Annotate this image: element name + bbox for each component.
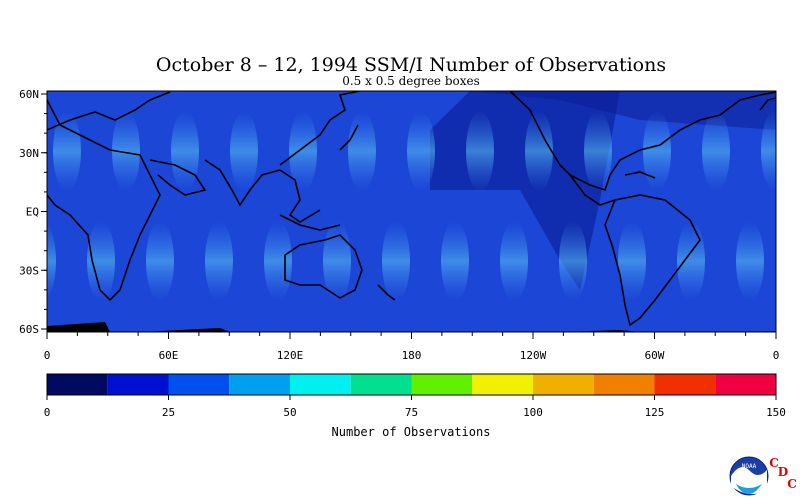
colorbar-swatch [472, 374, 533, 395]
coast-caribbean [624, 171, 656, 179]
x-tick-label: 120E [277, 349, 304, 362]
swath-band [559, 221, 587, 301]
colorbar [46, 373, 777, 396]
x-tick-label: 0 [44, 349, 51, 362]
swath-band [466, 111, 494, 191]
y-tick-label: 30N [19, 147, 39, 160]
cdc-letter-1: C [769, 456, 779, 470]
swath-band [323, 221, 351, 301]
swath-band [643, 111, 671, 191]
y-tick-label: 60S [19, 323, 39, 336]
swath-band [289, 111, 317, 191]
colorbar-swatch [229, 374, 290, 395]
swath-bands [47, 111, 776, 301]
colorbar-tick-label: 50 [283, 406, 296, 419]
chart-title: October 8 – 12, 1994 SSM/I Number of Obs… [156, 54, 666, 76]
cdc-letter-3: C [787, 477, 797, 491]
coast-indonesia [279, 214, 341, 231]
swath-band [264, 221, 292, 301]
y-tick-label: EQ [26, 206, 39, 219]
chart-subtitle: 0.5 x 0.5 degree boxes [342, 74, 480, 88]
coast-india [204, 159, 281, 207]
colorbar-tick-label: 125 [645, 406, 665, 419]
y-tick-label: 60N [19, 88, 39, 101]
coast-newzealand [377, 284, 396, 301]
colorbar-swatch [533, 374, 594, 395]
coastlines [47, 91, 776, 327]
noaa-wave-icon [736, 484, 762, 494]
colorbar-swatch [715, 374, 776, 395]
colorbar-tick-label: 150 [766, 406, 786, 419]
x-tick-label: 120W [520, 349, 547, 362]
swath-band [146, 221, 174, 301]
swath-band [761, 111, 776, 191]
swath-band [382, 221, 410, 301]
colorbar-swatch [47, 374, 108, 395]
swath-band [53, 111, 81, 191]
colorbar-ticks: 0 25 50 75 100 125 150 [44, 395, 786, 419]
coast-greenland [759, 97, 776, 111]
colorbar-tick-label: 0 [44, 406, 51, 419]
cdc-letter-2: D [778, 465, 788, 479]
colorbar-tick-label: 25 [162, 406, 175, 419]
noaa-text: NOAA [742, 463, 757, 470]
colorbar-label: Number of Observations [332, 425, 491, 439]
swath-band [618, 221, 646, 301]
colorbar-swatch [654, 374, 716, 395]
x-axis: 0 60E 120E 180 120W 60W 0 [44, 332, 780, 362]
colorbar-swatch [411, 374, 473, 395]
colorbar-swatch [290, 374, 351, 395]
x-tick-label: 60E [159, 349, 179, 362]
colorbar-tick-label: 75 [405, 406, 418, 419]
swath-band [171, 111, 199, 191]
y-tick-label: 30S [19, 264, 39, 277]
swath-band [677, 221, 705, 301]
coast-seasia [279, 169, 321, 223]
antarctica-segment [140, 328, 230, 332]
colorbar-swatch [168, 374, 230, 395]
swath-band [500, 221, 528, 301]
colorbar-swatch [350, 374, 412, 395]
noaa-logo: NOAA C D C [729, 456, 797, 496]
coast-arabia [149, 159, 207, 196]
colorbar-tick-label: 100 [523, 406, 543, 419]
swath-band [407, 111, 435, 191]
coast-central-america [569, 174, 616, 206]
swath-band [112, 111, 140, 191]
x-tick-label: 180 [402, 349, 422, 362]
swath-band [205, 221, 233, 301]
antarctica-west [47, 322, 110, 332]
swath-band [584, 111, 612, 191]
coast-africa [47, 99, 161, 302]
swath-band [348, 111, 376, 191]
colorbar-swatch [107, 374, 169, 395]
coast-north-america [509, 91, 776, 192]
coast-china [279, 91, 361, 166]
swath-band [47, 223, 56, 299]
swath-band [87, 221, 115, 301]
colorbar-swatch [593, 374, 655, 395]
swath-band [702, 111, 730, 191]
swath-band [525, 111, 553, 191]
x-tick-label: 60W [645, 349, 665, 362]
swath-band [230, 111, 258, 191]
y-axis: 60N 30N EQ 30S 60S [19, 88, 47, 336]
swath-band [736, 221, 764, 301]
map-field [47, 91, 776, 332]
coast-japan [339, 124, 359, 151]
swath-band [441, 221, 469, 301]
coast-south-america [604, 194, 701, 327]
x-tick-label: 0 [773, 349, 780, 362]
coast-australia [284, 234, 363, 299]
coast-europe [47, 91, 171, 131]
